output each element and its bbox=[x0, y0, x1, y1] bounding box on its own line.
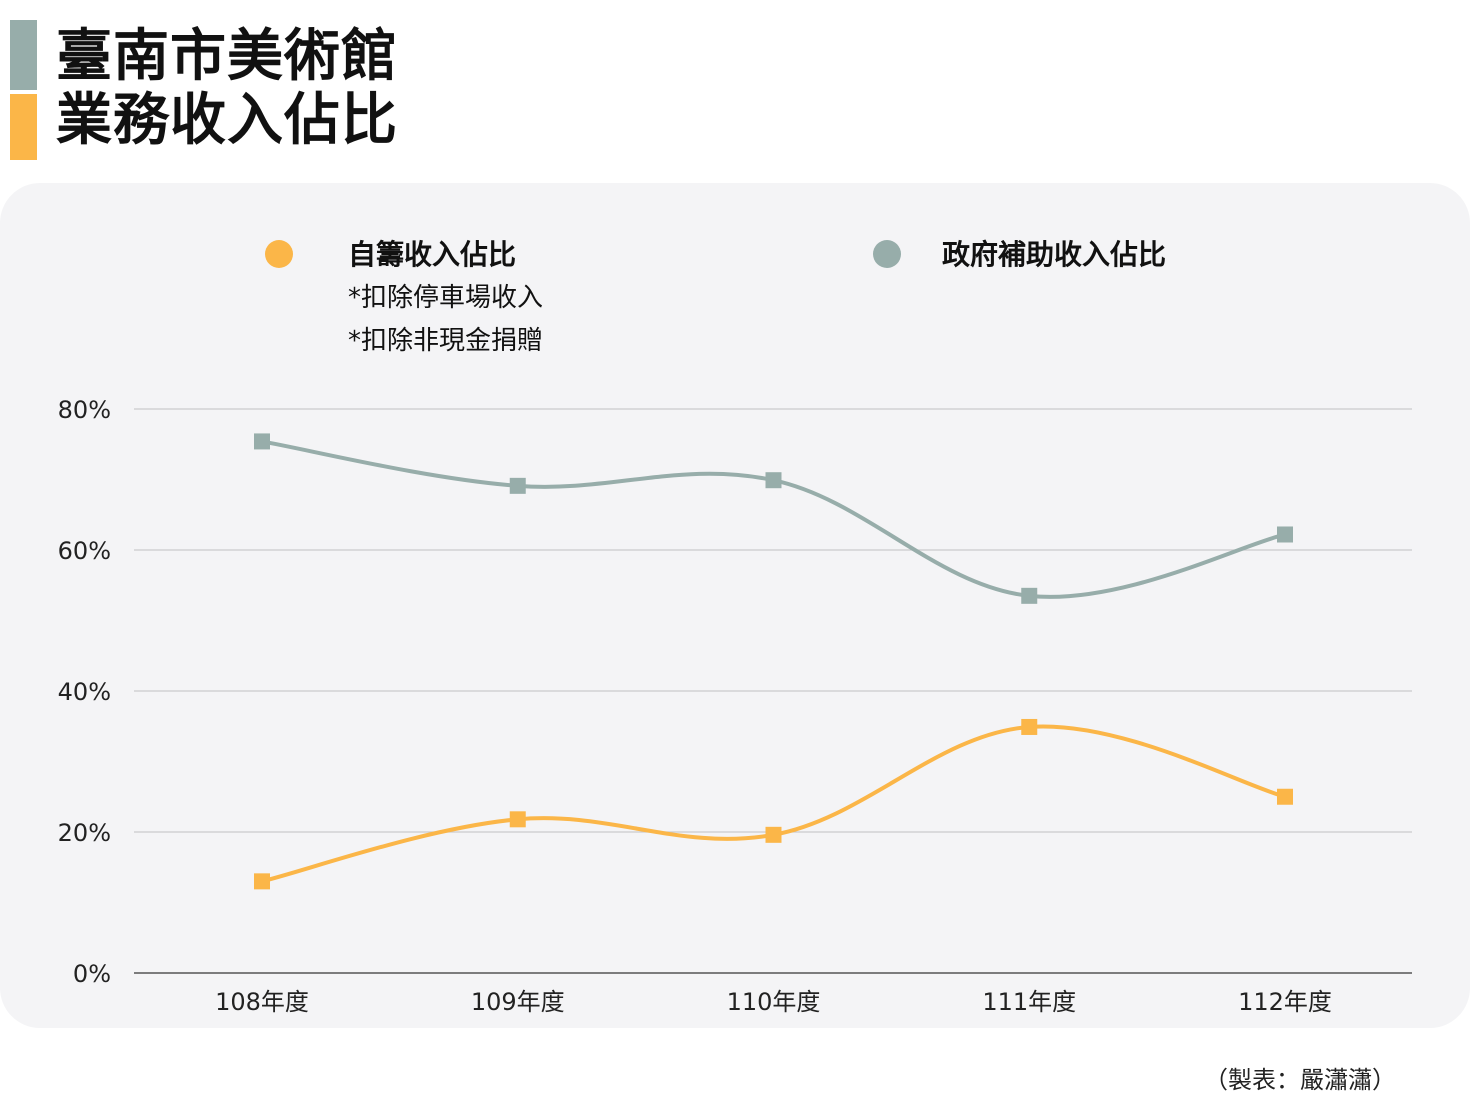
x-tick-label: 108年度 bbox=[215, 988, 309, 1016]
data-point-self-funded bbox=[1021, 718, 1038, 735]
data-point-government bbox=[254, 433, 270, 450]
title-accent-orange bbox=[10, 94, 37, 160]
legend-label-self-funded: 自籌收入佔比 bbox=[348, 238, 516, 271]
x-tick-label: 112年度 bbox=[1238, 988, 1332, 1016]
series-line-self-funded bbox=[260, 724, 1287, 884]
x-tick-label: 109年度 bbox=[471, 988, 565, 1016]
data-point-self-funded bbox=[765, 826, 782, 843]
y-tick-label: 80% bbox=[58, 396, 111, 424]
data-point-government bbox=[509, 477, 526, 494]
x-tick-label: 111年度 bbox=[982, 988, 1076, 1016]
legend-label-government: 政府補助收入佔比 bbox=[942, 238, 1166, 271]
series-lines bbox=[254, 433, 1293, 890]
credit-note: （製表：嚴瀟瀟） bbox=[1204, 1066, 1396, 1094]
title-accent-gray bbox=[10, 20, 37, 90]
series-line-government bbox=[260, 439, 1287, 599]
chart-panel bbox=[0, 183, 1470, 1028]
x-axis-ticks: 108年度 109年度 110年度 111年度 112年度 bbox=[215, 988, 1332, 1016]
data-point-government bbox=[1277, 526, 1293, 543]
data-point-government bbox=[1021, 587, 1038, 604]
legend-marker-self-funded bbox=[265, 240, 293, 268]
y-tick-label: 40% bbox=[58, 678, 111, 706]
legend: 自籌收入佔比 *扣除停車場收入 *扣除非現金捐贈 政府補助收入佔比 bbox=[265, 238, 1166, 356]
chart-title-line-2: 業務收入佔比 bbox=[56, 88, 398, 153]
legend-note: *扣除停車場收入 bbox=[348, 283, 543, 313]
data-point-self-funded bbox=[1277, 788, 1293, 805]
data-point-self-funded bbox=[254, 873, 270, 890]
y-axis-ticks: 0% 20% 40% 60% 80% bbox=[58, 396, 111, 988]
chart-title-line-1: 臺南市美術館 bbox=[56, 24, 398, 89]
legend-marker-government bbox=[873, 240, 901, 268]
grid-lines bbox=[134, 408, 1412, 974]
y-tick-label: 0% bbox=[73, 960, 111, 988]
x-tick-label: 110年度 bbox=[727, 988, 821, 1016]
data-point-self-funded bbox=[509, 811, 526, 828]
legend-note: *扣除非現金捐贈 bbox=[348, 326, 543, 356]
y-tick-label: 60% bbox=[58, 537, 111, 565]
y-tick-label: 20% bbox=[58, 819, 111, 847]
data-point-government bbox=[765, 472, 782, 489]
